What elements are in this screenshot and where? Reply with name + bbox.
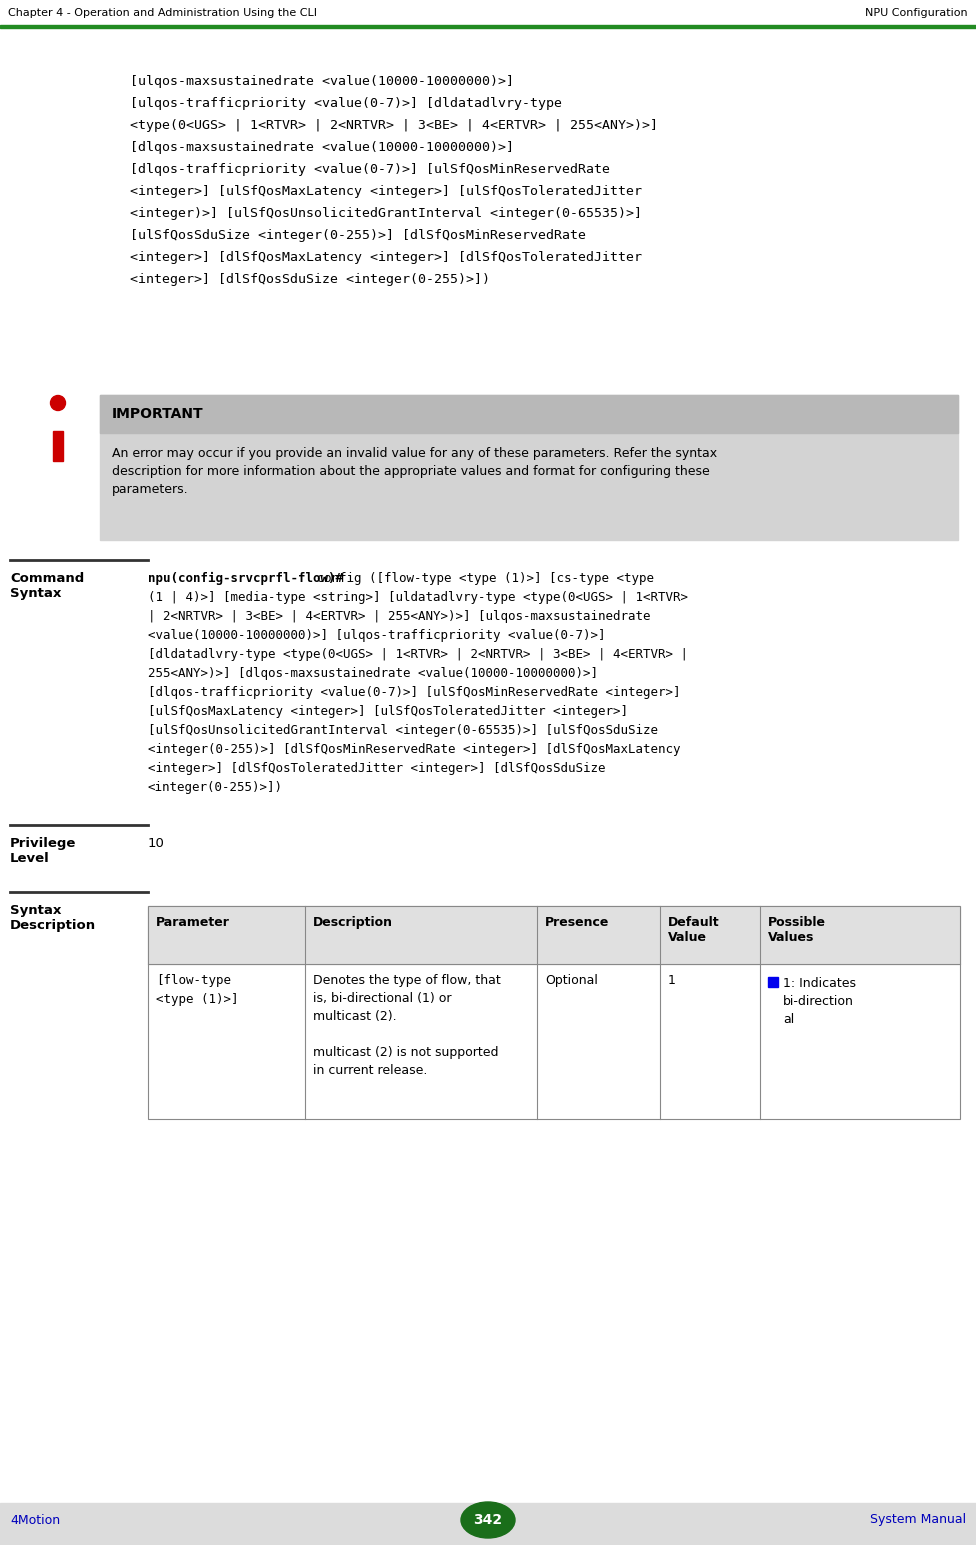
- Text: <integer>] [dlSfQosMaxLatency <integer>] [dlSfQosToleratedJitter: <integer>] [dlSfQosMaxLatency <integer>]…: [130, 250, 642, 264]
- Text: [dlqos-trafficpriority <value(0-7)>] [ulSfQosMinReservedRate <integer>]: [dlqos-trafficpriority <value(0-7)>] [ul…: [148, 686, 680, 698]
- Bar: [53, 431, 63, 460]
- Text: [ulSfQosSduSize <integer(0-255)>] [dlSfQosMinReservedRate: [ulSfQosSduSize <integer(0-255)>] [dlSfQ…: [130, 229, 586, 243]
- Text: [ulSfQosMaxLatency <integer>] [ulSfQosToleratedJitter <integer>]: [ulSfQosMaxLatency <integer>] [ulSfQosTo…: [148, 705, 628, 718]
- Text: in current release.: in current release.: [313, 1065, 427, 1077]
- Text: [dldatadlvry-type <type(0<UGS> | 1<RTVR> | 2<NRTVR> | 3<BE> | 4<ERTVR> |: [dldatadlvry-type <type(0<UGS> | 1<RTVR>…: [148, 647, 688, 661]
- Text: <integer>] [ulSfQosMaxLatency <integer>] [ulSfQosToleratedJitter: <integer>] [ulSfQosMaxLatency <integer>]…: [130, 185, 642, 198]
- Text: Possible
Values: Possible Values: [768, 916, 826, 944]
- Text: Description: Description: [313, 916, 393, 929]
- Text: multicast (2) is not supported: multicast (2) is not supported: [313, 1046, 499, 1058]
- Text: System Manual: System Manual: [870, 1514, 966, 1526]
- Text: 1: Indicates: 1: Indicates: [783, 976, 856, 990]
- Text: 342: 342: [473, 1513, 503, 1526]
- Text: description for more information about the appropriate values and format for con: description for more information about t…: [112, 465, 710, 477]
- Text: | 2<NRTVR> | 3<BE> | 4<ERTVR> | 255<ANY>)>] [ulqos-maxsustainedrate: | 2<NRTVR> | 3<BE> | 4<ERTVR> | 255<ANY>…: [148, 610, 650, 623]
- Text: Syntax
Description: Syntax Description: [10, 904, 96, 932]
- Text: parameters.: parameters.: [112, 484, 188, 496]
- Text: multicast (2).: multicast (2).: [313, 1010, 396, 1023]
- Text: Denotes the type of flow, that: Denotes the type of flow, that: [313, 973, 501, 987]
- Bar: [100, 396, 958, 541]
- Circle shape: [51, 396, 65, 411]
- Text: 10: 10: [148, 837, 165, 850]
- Bar: [0, 25, 976, 28]
- Text: [dlqos-maxsustainedrate <value(10000-10000000)>]: [dlqos-maxsustainedrate <value(10000-100…: [130, 141, 514, 154]
- Text: Parameter: Parameter: [156, 916, 230, 929]
- Text: Privilege
Level: Privilege Level: [10, 837, 76, 865]
- Bar: [0, 1503, 976, 1545]
- Text: [ulSfQosUnsolicitedGrantInterval <integer(0-65535)>] [ulSfQosSduSize: [ulSfQosUnsolicitedGrantInterval <intege…: [148, 725, 658, 737]
- Bar: [148, 905, 960, 1119]
- Text: Default
Value: Default Value: [668, 916, 719, 944]
- Text: <type(0<UGS> | 1<RTVR> | 2<NRTVR> | 3<BE> | 4<ERTVR> | 255<ANY>)>]: <type(0<UGS> | 1<RTVR> | 2<NRTVR> | 3<BE…: [130, 119, 658, 131]
- Text: Optional: Optional: [545, 973, 598, 987]
- Text: npu(config-srvcprfl-flow)#: npu(config-srvcprfl-flow)#: [148, 572, 343, 586]
- Text: bi-direction: bi-direction: [783, 995, 854, 1007]
- Text: IMPORTANT: IMPORTANT: [112, 406, 204, 420]
- Text: <integer(0-255)>] [dlSfQosMinReservedRate <integer>] [dlSfQosMaxLatency: <integer(0-255)>] [dlSfQosMinReservedRat…: [148, 743, 680, 756]
- Text: Command
Syntax: Command Syntax: [10, 572, 84, 599]
- Text: [dlqos-trafficpriority <value(0-7)>] [ulSfQosMinReservedRate: [dlqos-trafficpriority <value(0-7)>] [ul…: [130, 164, 610, 176]
- Text: Chapter 4 - Operation and Administration Using the CLI: Chapter 4 - Operation and Administration…: [8, 8, 317, 19]
- Text: config ([flow-type <type (1)>] [cs-type <type: config ([flow-type <type (1)>] [cs-type …: [309, 572, 654, 586]
- Bar: [148, 905, 960, 964]
- Text: <value(10000-10000000)>] [ulqos-trafficpriority <value(0-7)>]: <value(10000-10000000)>] [ulqos-trafficp…: [148, 629, 605, 643]
- Text: [flow-type
<type (1)>]: [flow-type <type (1)>]: [156, 973, 238, 1006]
- Bar: [100, 396, 958, 433]
- Text: is, bi-directional (1) or: is, bi-directional (1) or: [313, 992, 452, 1004]
- Text: 255<ANY>)>] [dlqos-maxsustainedrate <value(10000-10000000)>]: 255<ANY>)>] [dlqos-maxsustainedrate <val…: [148, 667, 598, 680]
- Text: <integer)>] [ulSfQosUnsolicitedGrantInterval <integer(0-65535)>]: <integer)>] [ulSfQosUnsolicitedGrantInte…: [130, 207, 642, 219]
- Text: (1 | 4)>] [media-type <string>] [uldatadlvry-type <type(0<UGS> | 1<RTVR>: (1 | 4)>] [media-type <string>] [uldatad…: [148, 592, 688, 604]
- Ellipse shape: [461, 1502, 515, 1537]
- Text: [ulqos-trafficpriority <value(0-7)>] [dldatadlvry-type: [ulqos-trafficpriority <value(0-7)>] [dl…: [130, 97, 562, 110]
- Text: al: al: [783, 1014, 794, 1026]
- Text: <integer>] [dlSfQosSduSize <integer(0-255)>]): <integer>] [dlSfQosSduSize <integer(0-25…: [130, 273, 490, 286]
- Text: 4Motion: 4Motion: [10, 1514, 61, 1526]
- Text: <integer(0-255)>]): <integer(0-255)>]): [148, 782, 283, 794]
- Text: <integer>] [dlSfQosToleratedJitter <integer>] [dlSfQosSduSize: <integer>] [dlSfQosToleratedJitter <inte…: [148, 762, 605, 776]
- Text: NPU Configuration: NPU Configuration: [866, 8, 968, 19]
- Text: Presence: Presence: [545, 916, 609, 929]
- Text: 1: 1: [668, 973, 675, 987]
- Text: An error may occur if you provide an invalid value for any of these parameters. : An error may occur if you provide an inv…: [112, 447, 717, 460]
- Bar: [768, 976, 778, 987]
- Text: [ulqos-maxsustainedrate <value(10000-10000000)>]: [ulqos-maxsustainedrate <value(10000-100…: [130, 76, 514, 88]
